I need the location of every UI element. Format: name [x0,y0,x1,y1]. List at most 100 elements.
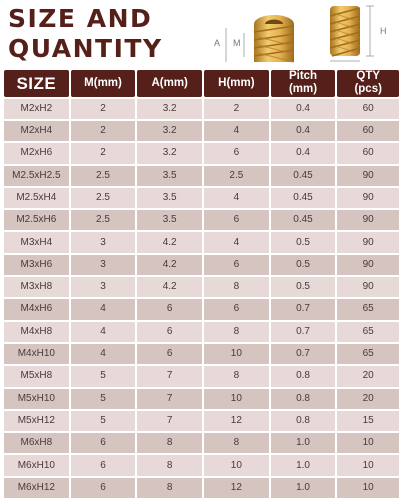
header-pitch: Pitch (mm) [270,70,336,97]
header-h: H(mm) [204,70,269,97]
cell-h: 12 [204,410,269,432]
cell-qty: 90 [337,232,400,253]
cell-pitch: 0.5 [270,277,336,298]
cell-pitch: 0.4 [270,143,336,164]
cell-pitch: 0.7 [270,321,336,342]
cell-size: M2xH4 [4,120,69,142]
cell-pitch: 0.8 [270,410,336,432]
insert-side-view [329,6,361,57]
cell-m: 4 [70,343,136,365]
table-row: M6xH8 6 8 8 1.0 10 [4,433,400,454]
page-title: SIZE AND QUANTITY [8,4,163,64]
cell-a: 3.2 [137,143,203,164]
cell-m: 5 [70,388,136,409]
cell-m: 2.5 [70,210,136,231]
cell-qty: 65 [337,321,400,342]
table-row: M4xH10 4 6 10 0.7 65 [4,343,400,365]
cell-pitch: 0.5 [270,232,336,253]
label-a: A [214,38,220,48]
cell-a: 8 [137,455,203,476]
cell-size: M3xH4 [4,232,69,253]
cell-size: M3xH6 [4,254,69,276]
cell-m: 6 [70,433,136,454]
cell-m: 2 [70,98,136,119]
cell-a: 3.2 [137,120,203,142]
cell-qty: 90 [337,210,400,231]
table-row: M3xH4 3 4.2 4 0.5 90 [4,232,400,253]
cell-qty: 20 [337,366,400,387]
cell-size: M2.5xH6 [4,210,69,231]
cell-size: M6xH12 [4,477,69,498]
table-row: M2xH4 2 3.2 4 0.4 60 [4,120,400,142]
cell-qty: 10 [337,455,400,476]
cell-a: 6 [137,299,203,320]
cell-qty: 65 [337,343,400,365]
table-row: M2xH6 2 3.2 6 0.4 60 [4,143,400,164]
cell-pitch: 0.4 [270,120,336,142]
cell-size: M2.5xH2.5 [4,165,69,186]
table-row: M4xH8 4 6 8 0.7 65 [4,321,400,342]
cell-a: 4.2 [137,277,203,298]
cell-a: 4.2 [137,232,203,253]
table-body: M2xH2 2 3.2 2 0.4 60 M2xH4 2 3.2 4 0.4 60 M2xH6 2 3.2 6… [4,98,400,498]
cell-size: M6xH8 [4,433,69,454]
cell-qty: 10 [337,433,400,454]
cell-a: 3.5 [137,210,203,231]
cell-a: 7 [137,388,203,409]
cell-h: 6 [204,143,269,164]
table-row: M3xH6 3 4.2 6 0.5 90 [4,254,400,276]
cell-size: M4xH8 [4,321,69,342]
cell-qty: 90 [337,165,400,186]
cell-pitch: 0.45 [270,165,336,186]
header-qty: QTY (pcs) [337,70,400,97]
cell-size: M5xH12 [4,410,69,432]
cell-qty: 15 [337,410,400,432]
table-row: M6xH10 6 8 10 1.0 10 [4,455,400,476]
cell-qty: 10 [337,477,400,498]
cell-a: 7 [137,366,203,387]
cell-h: 8 [204,433,269,454]
cell-h: 4 [204,120,269,142]
cell-size: M6xH10 [4,455,69,476]
cell-qty: 90 [337,254,400,276]
cell-pitch: 1.0 [270,455,336,476]
cell-h: 8 [204,366,269,387]
cell-h: 4 [204,187,269,209]
table-row: M4xH6 4 6 6 0.7 65 [4,299,400,320]
cell-h: 8 [204,277,269,298]
cell-a: 6 [137,321,203,342]
cell-size: M4xH6 [4,299,69,320]
cell-a: 8 [137,477,203,498]
cell-h: 4 [204,232,269,253]
cell-qty: 90 [337,187,400,209]
table-row: M5xH8 5 7 8 0.8 20 [4,366,400,387]
label-h: H [380,26,387,36]
cell-h: 8 [204,321,269,342]
cell-qty: 90 [337,277,400,298]
size-quantity-table: SIZE M(mm) A(mm) H(mm) Pitch (mm) QTY (p… [4,70,400,498]
cell-m: 6 [70,477,136,498]
cell-m: 3 [70,277,136,298]
header-size: SIZE [4,70,69,97]
cell-h: 10 [204,343,269,365]
cell-size: M4xH10 [4,343,69,365]
cell-qty: 60 [337,143,400,164]
title-line-1: SIZE AND [8,4,153,33]
cell-size: M2xH2 [4,98,69,119]
cell-h: 2.5 [204,165,269,186]
cell-m: 2.5 [70,187,136,209]
table-row: M2xH2 2 3.2 2 0.4 60 [4,98,400,119]
cell-size: M2xH6 [4,143,69,164]
cell-pitch: 1.0 [270,433,336,454]
cell-pitch: 0.4 [270,98,336,119]
cell-pitch: 0.45 [270,187,336,209]
cell-pitch: 0.5 [270,254,336,276]
cell-a: 6 [137,343,203,365]
cell-a: 8 [137,433,203,454]
cell-h: 2 [204,98,269,119]
cell-m: 5 [70,410,136,432]
cell-qty: 60 [337,98,400,119]
cell-h: 10 [204,388,269,409]
table-row: M2.5xH4 2.5 3.5 4 0.45 90 [4,187,400,209]
cell-m: 2 [70,120,136,142]
